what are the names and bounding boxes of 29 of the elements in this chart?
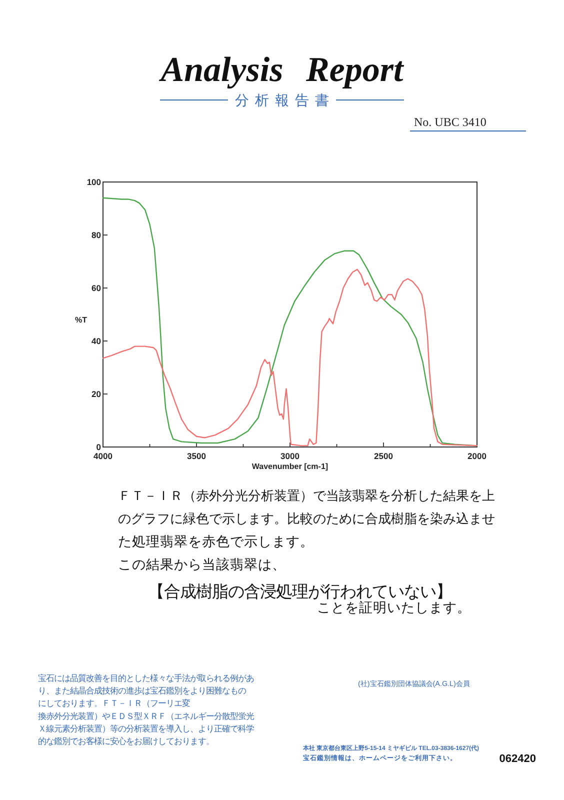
chart-title: Analysis Report xyxy=(158,50,405,89)
text: のグラフに緑色で示します。比較のために合成樹脂を染み込ませ xyxy=(118,511,495,526)
text: た処理翡翠を赤色で示します。 xyxy=(118,534,314,549)
chart-subtitle: 分析報告書 xyxy=(235,93,335,109)
text: 換赤外分光装置）やＥＤＳ型ＸＲＦ（エネルギー分散型蛍光 xyxy=(38,710,254,721)
text: Ｘ線元素分析装置）等の分析装置を導入し、より正確で科学 xyxy=(38,723,254,734)
text: 的な鑑別でお客様に安心をお届けしております。 xyxy=(38,736,214,746)
text: 宝石には品質改善を目的とした様々な手法が取られる例があ xyxy=(38,673,254,683)
x-tick-label: 2500 xyxy=(374,451,394,461)
y-tick-label: 100 xyxy=(86,177,102,187)
text: この結果から当該翡翠は、 xyxy=(118,557,286,572)
y-tick-label: 80 xyxy=(92,230,102,240)
text: ＦＴ－ＩＲ（赤外分光分析装置）で当該翡翠を分析した結果を上 xyxy=(118,488,495,503)
y-axis-title: %T xyxy=(75,316,88,324)
text: 062420 xyxy=(499,753,536,765)
x-tick-label: 3500 xyxy=(187,451,206,461)
y-tick-label: 20 xyxy=(92,389,102,399)
y-tick-label: 60 xyxy=(92,283,102,293)
text: り、また結晶合成技術の進歩は宝石鑑別をより困難なもの xyxy=(38,686,246,696)
x-tick-label: 4000 xyxy=(94,451,113,461)
text: ことを証明いたします。 xyxy=(317,600,471,615)
x-tick-label: 2000 xyxy=(468,451,487,461)
y-tick-label: 0 xyxy=(96,442,102,452)
text: 【合成樹脂の含浸処理が行われていない】 xyxy=(148,583,452,601)
y-tick-label: 40 xyxy=(92,336,102,346)
x-tick-label: 3000 xyxy=(280,451,300,461)
text: にしております。ＦＴ－ＩＲ（フーリエ変 xyxy=(38,698,190,708)
text: No. UBC 3410 xyxy=(414,115,486,129)
x-axis-title: Wavenumber [cm-1] xyxy=(252,462,328,471)
